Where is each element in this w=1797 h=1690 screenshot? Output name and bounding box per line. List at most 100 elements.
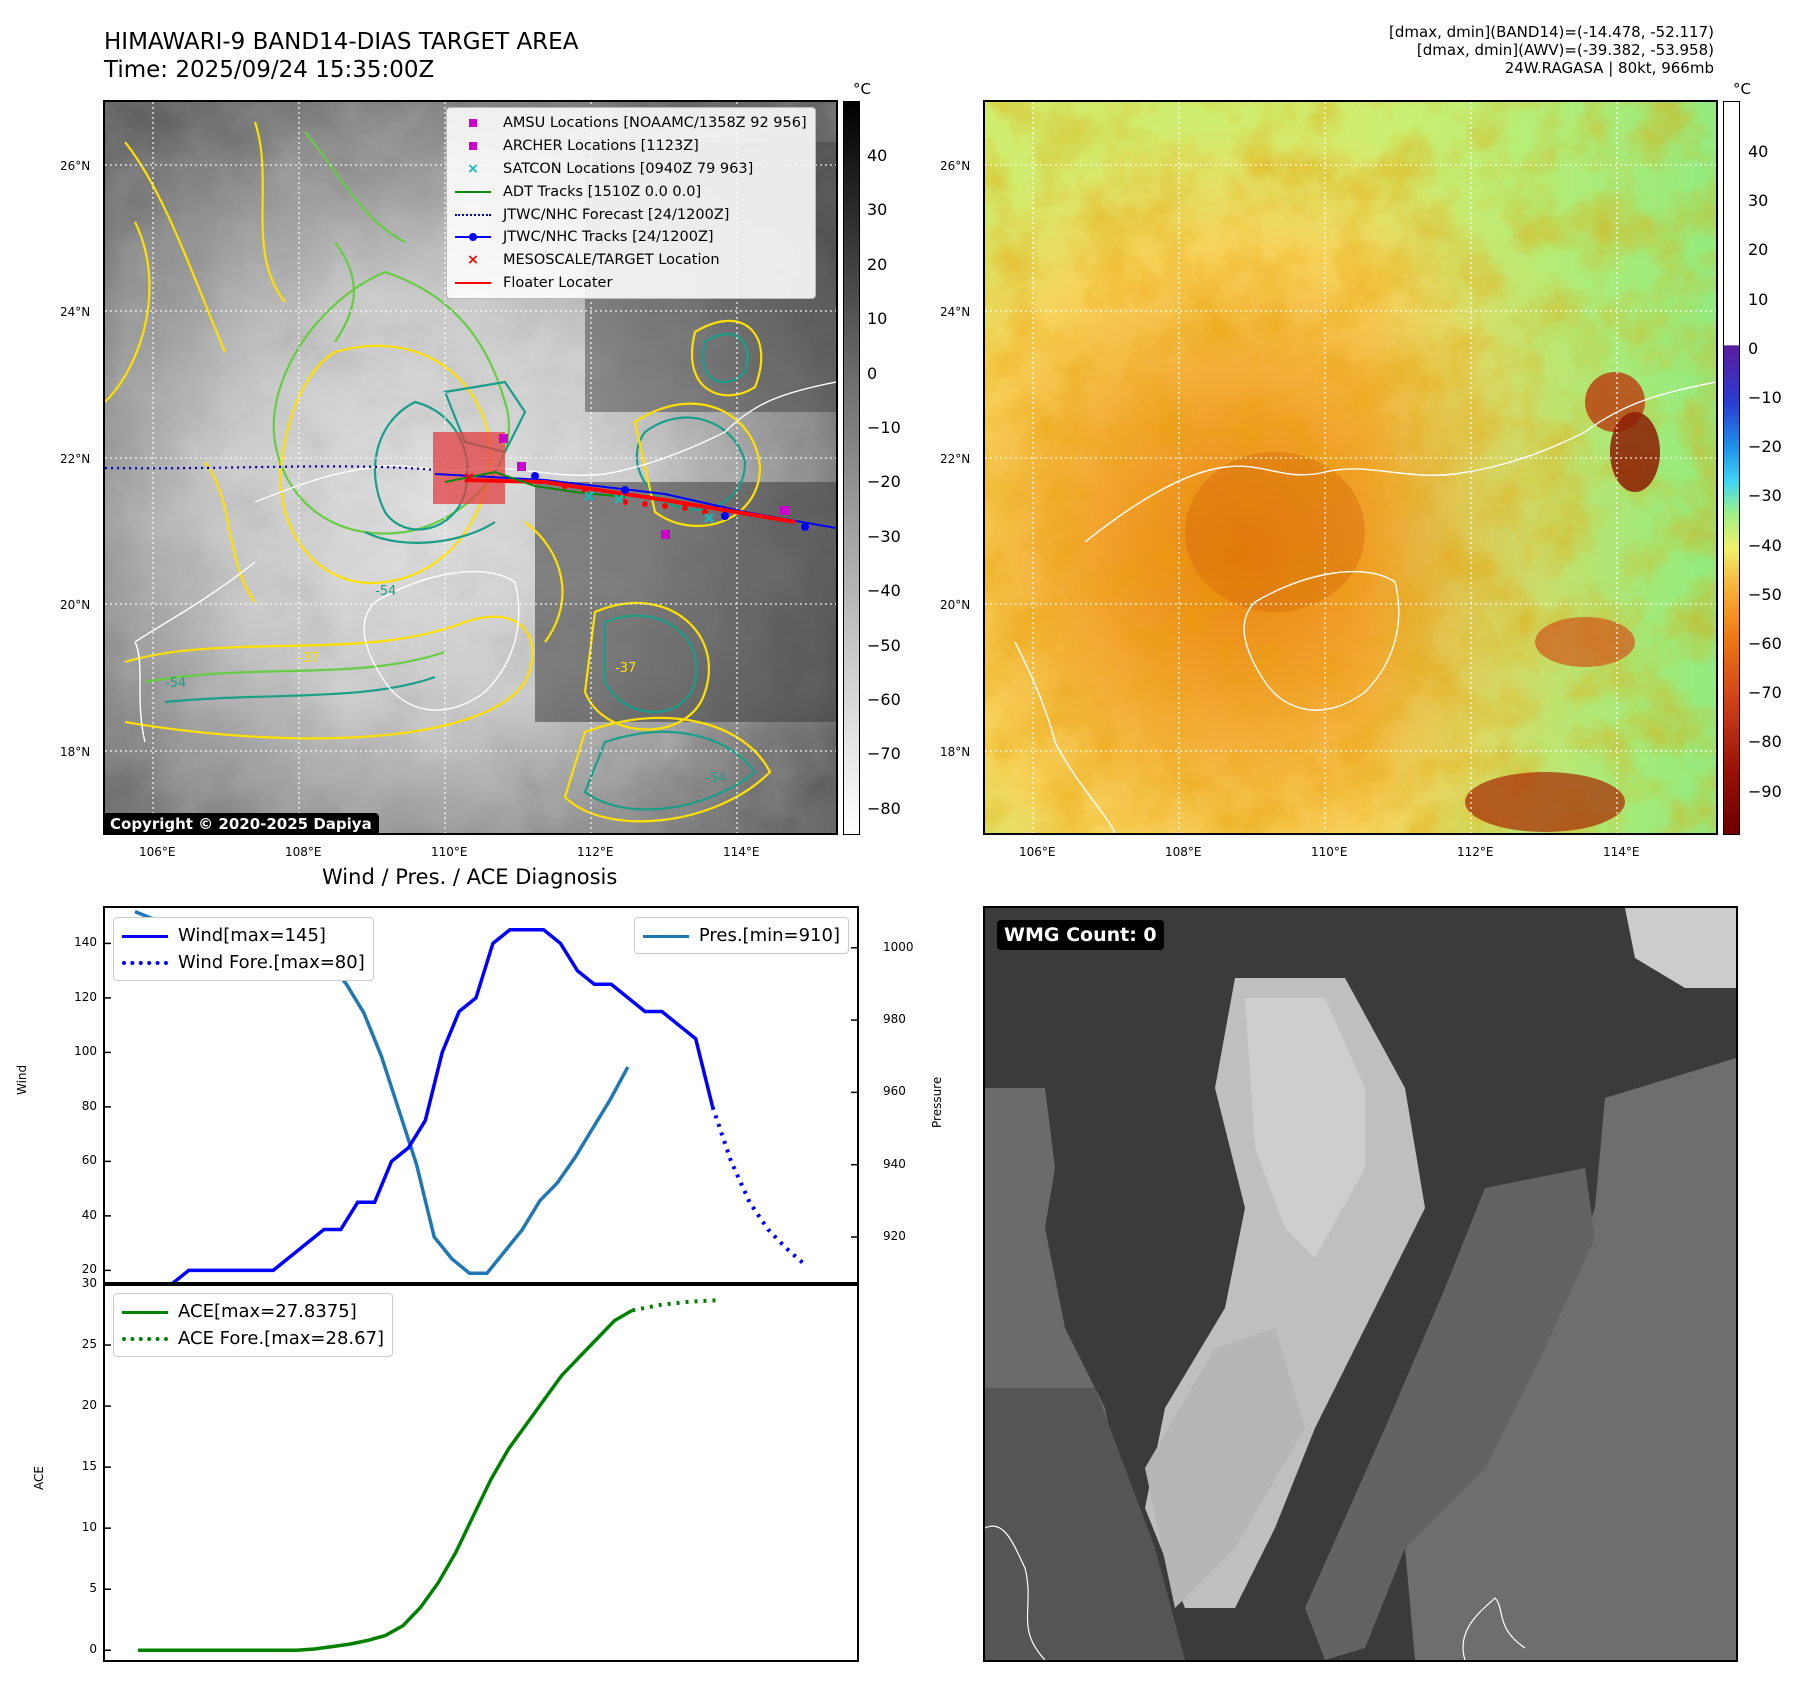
legend-item: ADT Tracks [1510Z 0.0 0.0] (455, 180, 807, 203)
lon-tick: 110°E (1311, 845, 1348, 859)
info-line-1: [dmax, dmin](BAND14)=(-14.478, -52.117) (1389, 23, 1714, 41)
red-line-icon (455, 276, 491, 290)
colorbar-unit: °C (853, 80, 871, 98)
contour-label: -54 (705, 771, 726, 786)
colorbar-tick: 40 (867, 146, 888, 165)
ace-plot (105, 1284, 718, 1652)
lon-tick: 106°E (139, 845, 176, 859)
legend-item: ARCHER Locations [1123Z] (455, 135, 807, 158)
y-tick: 30 (81, 1276, 97, 1290)
lon-tick: 108°E (1165, 845, 1202, 859)
title-line-1: HIMAWARI-9 BAND14-DIAS TARGET AREA (104, 29, 579, 55)
y-tick: 20 (81, 1262, 97, 1277)
y-tick: 940 (883, 1156, 906, 1171)
legend-item: ACE Fore.[max=28.67] (122, 1325, 384, 1352)
y-tick: 60 (81, 1153, 97, 1168)
lat-tick: 26°N (940, 159, 971, 173)
colorbar-tick: 10 (1748, 289, 1769, 309)
ir-map-panel: -54 -37 -54 -37 -54 Copyright © 2020-202… (103, 100, 838, 835)
y-tick: 10 (81, 1520, 97, 1535)
colorbar-tick: 0 (867, 363, 878, 383)
lat-tick: 18°N (60, 745, 91, 759)
lon-tick: 106°E (1019, 845, 1056, 859)
colorbar-tick: −60 (1748, 634, 1782, 653)
y-tick: 140 (74, 935, 97, 950)
colorbar-tick: −30 (867, 526, 901, 546)
magenta-square-icon (455, 116, 491, 130)
legend-item: ACE[max=27.8375] (122, 1298, 384, 1325)
colorbar-tick: −50 (1748, 584, 1782, 604)
legend-item: Floater Locater (455, 272, 807, 295)
lat-tick: 24°N (940, 305, 971, 319)
green-line-icon (455, 185, 491, 199)
colorbar-tick: −10 (1748, 388, 1782, 407)
lat-tick: 20°N (60, 598, 91, 612)
magenta-square-icon (455, 139, 491, 153)
steelblue-line-icon (642, 929, 689, 943)
floater-box (433, 432, 505, 504)
y-tick: 20 (81, 1398, 97, 1413)
wind-legend: Wind[max=145] Wind Fore.[max=80] (113, 917, 374, 981)
wind-line (138, 928, 715, 1284)
y-tick: 980 (883, 1012, 906, 1027)
colorbar-tick: −30 (1748, 486, 1782, 506)
lon-tick: 110°E (431, 845, 468, 859)
y-tick: 15 (81, 1459, 97, 1474)
lat-tick: 22°N (60, 452, 91, 466)
diagnosis-title: Wind / Pres. / ACE Diagnosis (322, 865, 618, 889)
blue-line-dot-icon (455, 230, 491, 244)
colorbar-tick: −90 (1748, 781, 1782, 801)
gray-colorbar (843, 101, 860, 835)
y-tick: 920 (883, 1229, 906, 1243)
color-ir-panel (983, 100, 1718, 835)
blue-dotted-line-icon (122, 956, 168, 970)
y-tick: 0 (89, 1642, 97, 1657)
y-tick: 80 (81, 1098, 97, 1113)
intensity-info: [dmax, dmin](BAND14)=(-14.478, -52.117) … (1389, 23, 1714, 77)
legend-item: Wind Fore.[max=80] (122, 949, 365, 976)
ace-line (138, 1308, 634, 1652)
colorbar-tick: −40 (1748, 535, 1782, 555)
colorbar-unit: °C (1733, 80, 1751, 98)
lon-tick: 108°E (285, 845, 322, 859)
y-tick: 1000 (883, 939, 914, 954)
ace-legend: ACE[max=27.8375] ACE Fore.[max=28.67] (113, 1293, 394, 1357)
colorbar-tick: 30 (1748, 191, 1769, 211)
legend-item: × MESOSCALE/TARGET Location (455, 249, 807, 272)
colorbar-tick: −10 (867, 418, 901, 437)
green-line-icon (122, 1305, 168, 1319)
red-x-icon: × (466, 252, 480, 269)
contour-label: -37 (298, 651, 319, 666)
pressure-axis-label: Pressure (930, 1076, 944, 1128)
color-colorbar (1723, 101, 1740, 835)
colorbar-tick: −20 (867, 472, 901, 492)
wind-pressure-chart: Wind[max=145] Wind Fore.[max=80] Pres.[m… (103, 906, 859, 1286)
y-tick: 25 (81, 1337, 97, 1352)
legend-item: AMSU Locations [NOAAMC/1358Z 92 956] (455, 112, 807, 135)
ace-forecast-line (631, 1298, 718, 1313)
colorbar-tick: −60 (867, 690, 901, 709)
plot-title: HIMAWARI-9 BAND14-DIAS TARGET AREA Time:… (104, 28, 578, 84)
legend-item: JTWC/NHC Tracks [24/1200Z] (455, 226, 807, 249)
colorbar-tick: −20 (1748, 437, 1782, 457)
copyright-badge: Copyright © 2020-2025 Dapiya (105, 813, 379, 833)
colorbar-tick: 0 (1748, 338, 1759, 358)
colorbar-tick: 30 (867, 200, 888, 220)
legend-item: × SATCON Locations [0940Z 79 963] (455, 158, 807, 181)
green-dotted-line-icon (122, 1332, 168, 1346)
legend-item: Pres.[min=910] (642, 922, 840, 949)
lon-tick: 114°E (1603, 845, 1640, 859)
colorbar-tick: −80 (867, 798, 901, 818)
info-line-3: 24W.RAGASA | 80kt, 966mb (1504, 59, 1714, 77)
info-line-2: [dmax, dmin](AWV)=(-39.382, -53.958) (1416, 41, 1714, 59)
contour-label: -54 (165, 676, 186, 691)
title-line-2: Time: 2025/09/24 15:35:00Z (104, 57, 435, 83)
blue-dotted-line-icon (455, 208, 491, 222)
colorbar-tick: 20 (867, 254, 888, 274)
colorbar-tick: 20 (1748, 240, 1769, 260)
color-ir-map (985, 102, 1716, 833)
y-tick: 120 (74, 989, 97, 1004)
lat-tick: 22°N (940, 452, 971, 466)
lat-tick: 18°N (940, 745, 971, 759)
colorbar-tick: −70 (1748, 683, 1782, 703)
